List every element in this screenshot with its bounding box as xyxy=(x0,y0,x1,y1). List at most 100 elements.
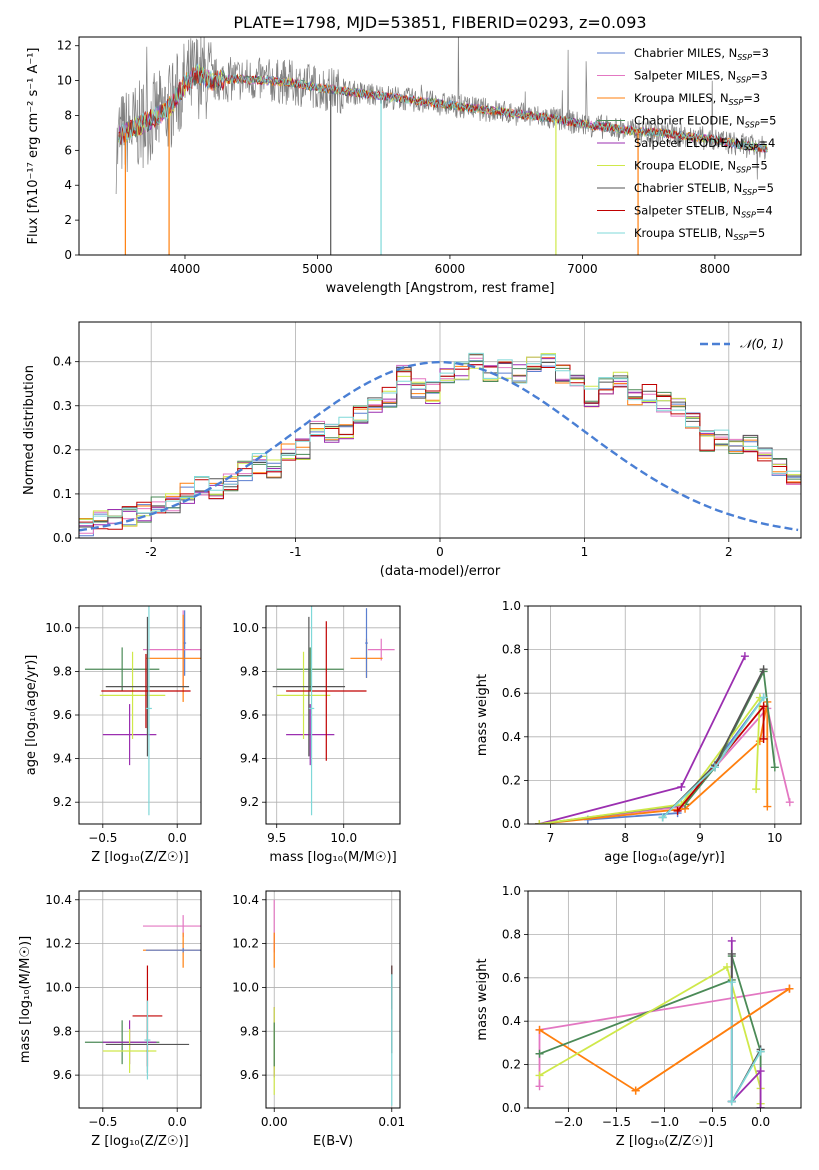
legend-label: Kroupa ELODIE, NSSP=5 xyxy=(634,159,768,175)
x-tick-label: 8000 xyxy=(700,262,731,276)
legend-label-sub: SSP xyxy=(744,143,759,152)
x-tick-label: −2.0 xyxy=(554,1115,583,1129)
plot-area xyxy=(272,606,395,816)
x-tick-label: 0.0 xyxy=(751,1115,770,1129)
x-tick-label: 10 xyxy=(767,831,782,845)
plot-area xyxy=(84,606,201,816)
y-tick-label: 0.0 xyxy=(53,531,72,545)
weight-line xyxy=(538,655,746,824)
weight-marker xyxy=(535,1049,544,1058)
model-spectrum-line xyxy=(118,66,768,154)
y-tick-label: 0.8 xyxy=(502,643,521,657)
x-tick-label: −0.5 xyxy=(88,1115,117,1129)
weight-line xyxy=(539,694,761,824)
x-tick-label: 1 xyxy=(581,545,589,559)
y-tick-label: 1.0 xyxy=(502,884,521,898)
x-tick-label: 9.5 xyxy=(267,831,286,845)
weight-marker xyxy=(710,763,719,772)
y-tick-label: 0.1 xyxy=(53,487,72,501)
y-axis-label: mass weight xyxy=(475,958,490,1040)
y-axis-label: mass weight xyxy=(475,674,490,756)
legend-label-sub: SSP xyxy=(734,233,749,242)
weight-marker xyxy=(631,1086,640,1095)
legend-label-tail: =3 xyxy=(752,46,769,60)
weight-marker xyxy=(756,1104,765,1108)
x-tick-label: -2 xyxy=(145,545,157,559)
legend-label-tail: =4 xyxy=(758,136,775,150)
x-axis-label: wavelength [Angstrom, rest frame] xyxy=(326,281,555,296)
plot-area xyxy=(115,37,768,255)
plot-area xyxy=(273,899,393,1106)
x-tick-label: −0.5 xyxy=(698,1115,727,1129)
y-tick-label: 0.4 xyxy=(502,730,521,744)
axes-frame xyxy=(78,321,802,539)
x-tick-label: 4000 xyxy=(170,262,201,276)
legend-label-main: Salpeter STELIB, N xyxy=(634,204,741,218)
legend-label-main: Kroupa ELODIE, N xyxy=(634,159,736,173)
legend-label-tail: =3 xyxy=(743,91,760,105)
y-tick-label: 10.4 xyxy=(45,893,72,907)
axes-frame xyxy=(527,890,802,1109)
x-tick-label: −1.0 xyxy=(650,1115,679,1129)
x-tick-label: 0.0 xyxy=(168,1115,187,1129)
y-tick-label: 0.0 xyxy=(502,1101,521,1115)
weight-marker xyxy=(756,1047,765,1056)
weight-marker xyxy=(785,798,794,807)
axes-frame xyxy=(78,890,202,1109)
weight-line xyxy=(661,668,765,819)
x-tick-label: 0.00 xyxy=(261,1115,288,1129)
x-tick-label: 7000 xyxy=(567,262,598,276)
legend-label-tail: =5 xyxy=(757,181,774,195)
y-tick-label: 4 xyxy=(64,178,72,192)
y-tick-label: 0.8 xyxy=(502,927,521,941)
weight-line xyxy=(539,965,762,1104)
x-tick-label: 9 xyxy=(696,831,704,845)
normal-curve xyxy=(79,360,799,532)
weight-line xyxy=(730,953,762,1102)
legend-label-tail: =5 xyxy=(751,159,768,173)
weight-marker xyxy=(727,949,736,958)
weight-line xyxy=(635,987,790,1092)
y-tick-label: 10.0 xyxy=(232,980,259,994)
x-tick-label: -1 xyxy=(290,545,302,559)
legend-label-main: Chabrier MILES, N xyxy=(634,46,737,60)
weight-marker xyxy=(759,702,768,711)
x-axis-label: Z [log₁₀(Z/Z☉)] xyxy=(91,850,188,865)
y-tick-label: 9.2 xyxy=(53,795,72,809)
y-tick-label: 9.2 xyxy=(240,795,259,809)
y-tick-label: 9.4 xyxy=(53,752,72,766)
legend-label-sub: SSP xyxy=(736,166,751,175)
weight-marker xyxy=(727,1097,736,1106)
y-tick-label: 9.6 xyxy=(53,1068,72,1082)
weight-marker xyxy=(722,962,731,971)
y-tick-label: 0 xyxy=(64,248,72,262)
legend-label-sub: SSP xyxy=(741,211,756,220)
legend-label-main: Salpeter MILES, N xyxy=(634,69,736,83)
y-axis-label: Flux [fλ10⁻¹⁷ erg cm⁻² s⁻¹ A⁻¹] xyxy=(26,48,41,245)
weight-marker xyxy=(535,1071,544,1080)
y-tick-label: 10.2 xyxy=(232,937,259,951)
legend: 𝒩(0, 1) xyxy=(700,337,784,351)
y-tick-label: 0.2 xyxy=(502,1058,521,1072)
legend-label-tail: =5 xyxy=(760,114,777,128)
panel-residuals: -2 -1 0 1 2 0.0 0.1 0.2 0.3 0.4 (data-model)/error… xyxy=(22,321,802,579)
x-tick-label: 7 xyxy=(547,831,555,845)
legend-label: Kroupa MILES, NSSP=3 xyxy=(634,91,760,107)
weight-marker xyxy=(535,1025,544,1034)
histogram-step xyxy=(79,352,801,524)
weight-marker xyxy=(535,1082,544,1091)
legend-label: Chabrier MILES, NSSP=3 xyxy=(634,46,769,62)
axes-frame xyxy=(527,605,802,825)
y-tick-label: 10.0 xyxy=(232,621,259,635)
legend-label-main: Kroupa STELIB, N xyxy=(634,226,734,240)
weight-marker xyxy=(677,782,686,791)
y-tick-label: 10.4 xyxy=(232,893,259,907)
legend-label-sub: SSP xyxy=(742,188,757,197)
y-tick-label: 10.2 xyxy=(45,937,72,951)
weight-line xyxy=(587,697,765,821)
axes-frame xyxy=(78,36,802,256)
legend-label-main: Salpeter ELODIE, N xyxy=(634,136,744,150)
panel-weight_vs_Z: −2.0 −1.5 −1.0 −0.5 0.0 0.0 0.2 0.4 0.6 0.8 1.0 Z [… xyxy=(475,884,802,1149)
